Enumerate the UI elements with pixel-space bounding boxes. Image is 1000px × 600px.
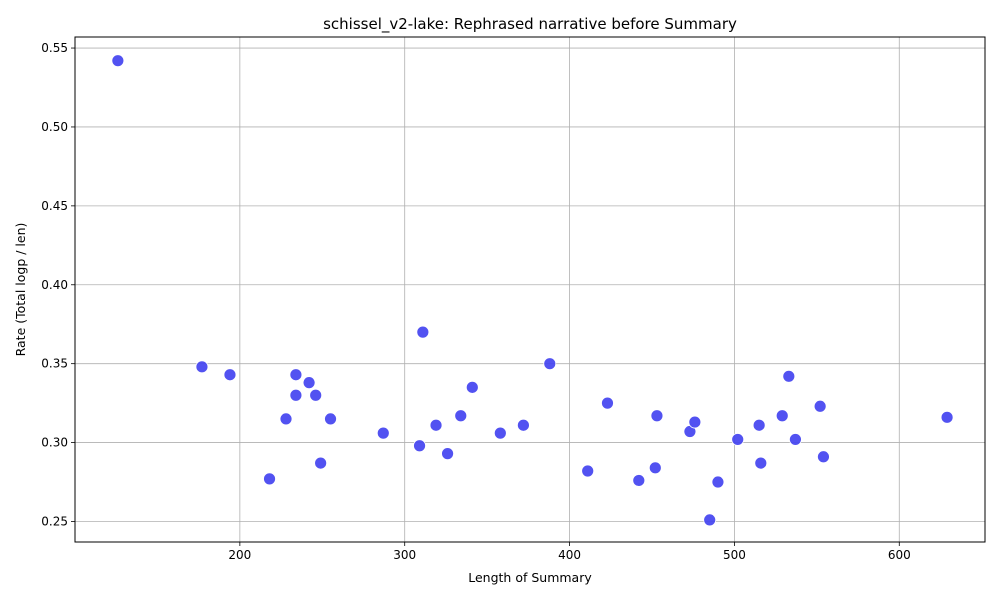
chart-title: schissel_v2-lake: Rephrased narrative be… — [323, 15, 737, 34]
y-tick-label: 0.55 — [41, 41, 68, 55]
data-point — [711, 475, 725, 489]
x-axis-ticks: 200 300 400 500 600 — [228, 542, 911, 562]
grid-lines — [75, 37, 985, 542]
data-point — [752, 418, 766, 432]
data-point — [817, 450, 830, 464]
x-tick-label: 400 — [558, 548, 581, 562]
data-point — [302, 376, 316, 390]
y-axis-label: Rate (Total logp / len) — [13, 223, 28, 357]
data-point — [454, 409, 468, 423]
data-points — [111, 54, 954, 527]
data-point — [289, 388, 303, 402]
x-tick-label: 500 — [723, 548, 746, 562]
data-point — [309, 388, 323, 402]
data-point — [416, 325, 430, 339]
data-point — [813, 399, 827, 413]
data-point — [279, 412, 293, 426]
data-point — [782, 369, 796, 383]
data-point — [688, 415, 702, 429]
data-point — [775, 409, 789, 423]
data-point — [413, 439, 426, 453]
y-tick-label: 0.50 — [41, 120, 68, 134]
y-tick-label: 0.40 — [41, 278, 68, 292]
data-point — [324, 412, 337, 426]
x-tick-label: 300 — [393, 548, 416, 562]
data-point — [517, 418, 530, 432]
data-point — [376, 426, 390, 440]
plot-area — [75, 37, 985, 542]
data-point — [703, 513, 717, 527]
data-point — [650, 409, 664, 423]
data-point — [289, 368, 303, 382]
data-point — [940, 410, 954, 424]
data-point — [543, 357, 557, 371]
x-axis-label: Length of Summary — [468, 570, 592, 585]
data-point — [111, 54, 125, 68]
data-point — [632, 474, 646, 487]
data-point — [263, 472, 276, 486]
data-point — [493, 426, 507, 440]
y-axis-ticks: 0.25 0.30 0.35 0.40 0.45 0.50 0.55 — [41, 41, 75, 528]
data-point — [648, 461, 662, 475]
x-tick-label: 200 — [228, 548, 251, 562]
plot-frame — [74, 36, 986, 543]
data-point — [465, 380, 479, 394]
data-point — [754, 456, 768, 470]
data-point — [195, 360, 209, 374]
data-point — [581, 464, 595, 478]
data-point — [314, 456, 328, 470]
y-tick-label: 0.30 — [41, 436, 68, 450]
y-tick-label: 0.35 — [41, 357, 68, 371]
data-point — [601, 396, 614, 410]
data-point — [441, 447, 454, 461]
y-tick-label: 0.45 — [41, 199, 68, 213]
data-point — [731, 433, 745, 446]
y-tick-label: 0.25 — [41, 514, 68, 528]
data-point — [223, 368, 237, 382]
x-tick-label: 600 — [888, 548, 911, 562]
data-point — [789, 433, 802, 446]
data-point — [429, 418, 443, 432]
